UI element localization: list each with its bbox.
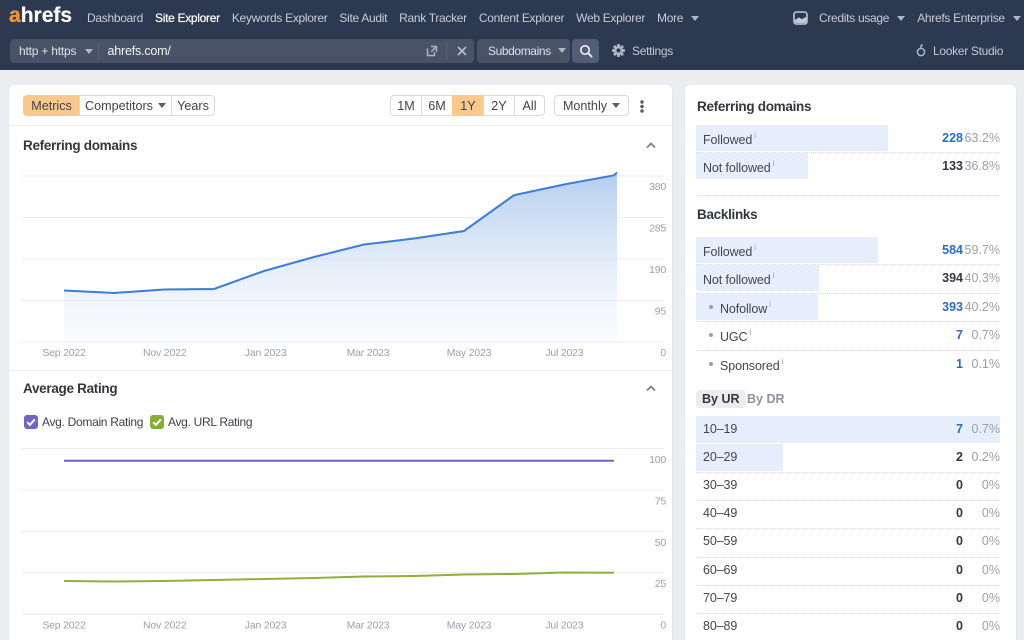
svg-text:Nov 2022: Nov 2022 bbox=[143, 347, 187, 359]
svg-text:Jul 2023: Jul 2023 bbox=[545, 347, 583, 359]
svg-text:285: 285 bbox=[649, 223, 666, 235]
svg-text:100: 100 bbox=[649, 454, 666, 466]
svg-text:25: 25 bbox=[655, 578, 667, 590]
svg-text:Sep 2022: Sep 2022 bbox=[42, 620, 86, 632]
svg-text:75: 75 bbox=[655, 495, 667, 507]
svg-text:May 2023: May 2023 bbox=[447, 347, 492, 359]
svg-text:Jan 2023: Jan 2023 bbox=[245, 620, 287, 632]
svg-text:Jan 2023: Jan 2023 bbox=[245, 347, 287, 359]
svg-text:95: 95 bbox=[655, 306, 667, 318]
svg-text:Mar 2023: Mar 2023 bbox=[347, 620, 390, 632]
svg-text:Sep 2022: Sep 2022 bbox=[42, 347, 86, 359]
svg-text:Jul 2023: Jul 2023 bbox=[545, 620, 583, 632]
svg-text:Mar 2023: Mar 2023 bbox=[347, 347, 390, 359]
svg-text:190: 190 bbox=[649, 264, 666, 276]
svg-text:May 2023: May 2023 bbox=[447, 620, 492, 632]
svg-text:Nov 2022: Nov 2022 bbox=[143, 620, 187, 632]
svg-text:0: 0 bbox=[660, 620, 666, 632]
svg-text:0: 0 bbox=[660, 347, 666, 359]
svg-text:50: 50 bbox=[655, 537, 667, 549]
svg-text:380: 380 bbox=[649, 181, 666, 193]
